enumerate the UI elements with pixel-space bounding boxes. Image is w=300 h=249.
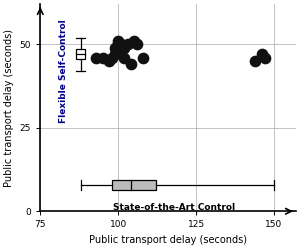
Bar	[76, 49, 85, 59]
Point	[122, 56, 127, 60]
Point	[110, 56, 114, 60]
Point	[113, 46, 118, 50]
Bar	[112, 180, 156, 189]
Point	[128, 62, 133, 66]
Point	[113, 52, 118, 56]
Point	[119, 49, 124, 53]
Text: Flexible Self-Control: Flexible Self-Control	[59, 19, 68, 123]
Point	[134, 42, 139, 46]
Point	[106, 59, 111, 63]
Point	[262, 56, 267, 60]
Point	[125, 42, 130, 46]
Point	[100, 56, 105, 60]
Point	[122, 46, 127, 50]
Point	[259, 52, 264, 56]
Point	[116, 39, 121, 43]
Point	[131, 39, 136, 43]
Point	[253, 59, 258, 63]
Point	[141, 56, 146, 60]
Point	[119, 42, 124, 46]
Text: State-of-the-Art Control: State-of-the-Art Control	[113, 203, 235, 212]
Point	[94, 56, 99, 60]
Point	[116, 42, 121, 46]
Y-axis label: Public transport delay (seconds): Public transport delay (seconds)	[4, 29, 14, 187]
X-axis label: Public transport delay (seconds): Public transport delay (seconds)	[89, 235, 247, 245]
